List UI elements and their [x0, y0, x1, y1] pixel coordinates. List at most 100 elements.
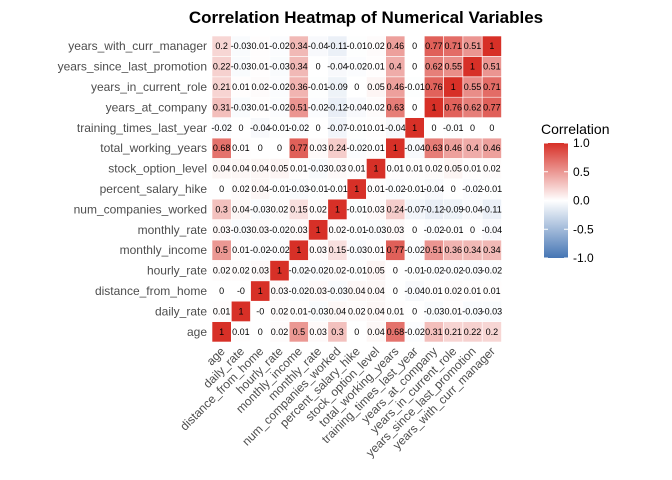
- cell-value-label: 0.34: [290, 62, 308, 72]
- cell-value-label: 0.03: [213, 225, 231, 235]
- cell-value-label: -0.03: [366, 225, 387, 235]
- cell-value-label: 0.01: [387, 306, 405, 316]
- cell-value-label: -0.01: [443, 225, 464, 235]
- cell-value-label: 0.15: [290, 204, 308, 214]
- heatmap-cell-labels: 1 0.01 0 0.02 0.5 0.03 0.3 0 0.04 0.68 -0.02 0.31 0.…: [211, 41, 502, 337]
- cell-value-label: 0.55: [464, 82, 482, 92]
- cell-value-label: 1: [412, 123, 417, 133]
- cell-value-label: 0.02: [425, 164, 443, 174]
- cell-value-label: -0.04: [404, 143, 425, 153]
- cell-value-label: 0.02: [271, 327, 289, 337]
- cell-value-label: 0.68: [387, 327, 405, 337]
- y-axis-label: monthly_income: [120, 243, 208, 257]
- cell-value-label: 0.05: [444, 164, 462, 174]
- cell-value-label: -0.11: [328, 41, 348, 51]
- cell-value-label: -0.02: [269, 41, 290, 51]
- cell-value-label: 0.04: [367, 286, 385, 296]
- cell-value-label: -0.03: [231, 41, 252, 51]
- cell-value-label: -0.02: [308, 266, 329, 276]
- cell-value-label: 0.51: [483, 62, 501, 72]
- cell-value-label: -0.03: [308, 164, 329, 174]
- cell-value-label: -0.01: [404, 184, 425, 194]
- cell-value-label: 0.03: [309, 327, 327, 337]
- cell-value-label: -0.01: [327, 184, 348, 194]
- cell-value-label: 0.03: [367, 204, 385, 214]
- cell-value-label: -0.03: [250, 204, 271, 214]
- cell-value-label: 1: [316, 225, 321, 235]
- cell-value-label: 0.02: [213, 266, 231, 276]
- cell-value-label: 0.01: [251, 62, 269, 72]
- cell-value-label: 0.31: [213, 102, 231, 112]
- cell-value-label: 0.04: [213, 164, 231, 174]
- cell-value-label: 0.03: [309, 286, 327, 296]
- cell-value-label: -0.01: [482, 184, 503, 194]
- cell-value-label: 1: [277, 266, 282, 276]
- cell-value-label: -0.04: [404, 286, 425, 296]
- cell-value-label: -0.01: [308, 82, 329, 92]
- cell-value-label: -0.01: [404, 82, 425, 92]
- cell-value-label: 0.02: [329, 225, 347, 235]
- cell-value-label: 0: [316, 62, 321, 72]
- y-axis-label: hourly_rate: [147, 264, 207, 278]
- cell-value-label: 0.01: [464, 286, 482, 296]
- cell-value-label: 0.77: [483, 102, 501, 112]
- cell-value-label: 0.31: [425, 327, 443, 337]
- cell-value-label: -0.01: [346, 266, 367, 276]
- cell-value-label: 0.05: [271, 164, 289, 174]
- cell-value-label: 0: [277, 143, 282, 153]
- cell-value-label: 0: [316, 123, 321, 133]
- cell-value-label: -0.02: [424, 266, 445, 276]
- cell-value-label: 0.04: [348, 286, 366, 296]
- cell-value-label: 0: [238, 123, 243, 133]
- y-axis-label: years_since_last_promotion: [58, 60, 207, 74]
- cell-value-label: -0.04: [327, 62, 348, 72]
- cell-value-label: -0.01: [404, 266, 425, 276]
- y-axis-label: percent_salary_hike: [100, 182, 208, 196]
- cell-value-label: 0.02: [444, 286, 462, 296]
- cell-value-label: 0.03: [309, 245, 327, 255]
- cell-value-label: -0.03: [269, 62, 290, 72]
- cell-value-label: -0.01: [346, 204, 367, 214]
- y-axis-label: stock_option_level: [108, 162, 207, 176]
- cell-value-label: 0.55: [444, 62, 462, 72]
- cell-value-label: 0.02: [348, 306, 366, 316]
- cell-value-label: 0.01: [232, 82, 250, 92]
- cell-value-label: 0.71: [444, 41, 462, 51]
- cell-value-label: 0.77: [290, 143, 308, 153]
- cell-value-label: -0.01: [346, 225, 367, 235]
- cell-value-label: 0: [393, 286, 398, 296]
- cell-value-label: -0.02: [424, 225, 445, 235]
- cell-value-label: -0.01: [346, 123, 367, 133]
- cell-value-label: -0.09: [443, 204, 464, 214]
- cell-value-label: -0.03: [462, 266, 483, 276]
- cell-value-label: -0.11: [482, 204, 502, 214]
- cell-value-label: 0.51: [425, 245, 443, 255]
- cell-value-label: 0: [354, 82, 359, 92]
- cell-value-label: 0.02: [367, 102, 385, 112]
- cell-value-label: 0.24: [329, 143, 347, 153]
- cell-value-label: 1: [335, 204, 340, 214]
- cell-value-label: 0.01: [290, 164, 308, 174]
- cell-value-label: 0.04: [232, 204, 250, 214]
- cell-value-label: 1: [296, 245, 301, 255]
- cell-value-label: -0.02: [443, 266, 464, 276]
- cell-value-label: -0.02: [404, 327, 425, 337]
- cell-value-label: 0.05: [367, 82, 385, 92]
- cell-value-label: -0.02: [211, 123, 232, 133]
- cell-value-label: 0.01: [367, 143, 385, 153]
- cell-value-label: 0.36: [444, 245, 462, 255]
- cell-value-label: 1: [393, 143, 398, 153]
- cell-value-label: 0: [470, 225, 475, 235]
- cell-value-label: 0.46: [444, 143, 462, 153]
- cell-value-label: 0: [354, 327, 359, 337]
- cell-value-label: 0: [393, 266, 398, 276]
- y-axis-label: years_in_current_role: [91, 80, 207, 94]
- cell-value-label: -0.02: [462, 184, 483, 194]
- cell-value-label: 0: [412, 306, 417, 316]
- cell-value-label: -0.03: [231, 62, 252, 72]
- cell-value-label: 0.02: [232, 266, 250, 276]
- cell-value-label: 1: [489, 41, 494, 51]
- cell-value-label: 1: [238, 306, 243, 316]
- legend-tick-label: -0.5: [573, 222, 594, 236]
